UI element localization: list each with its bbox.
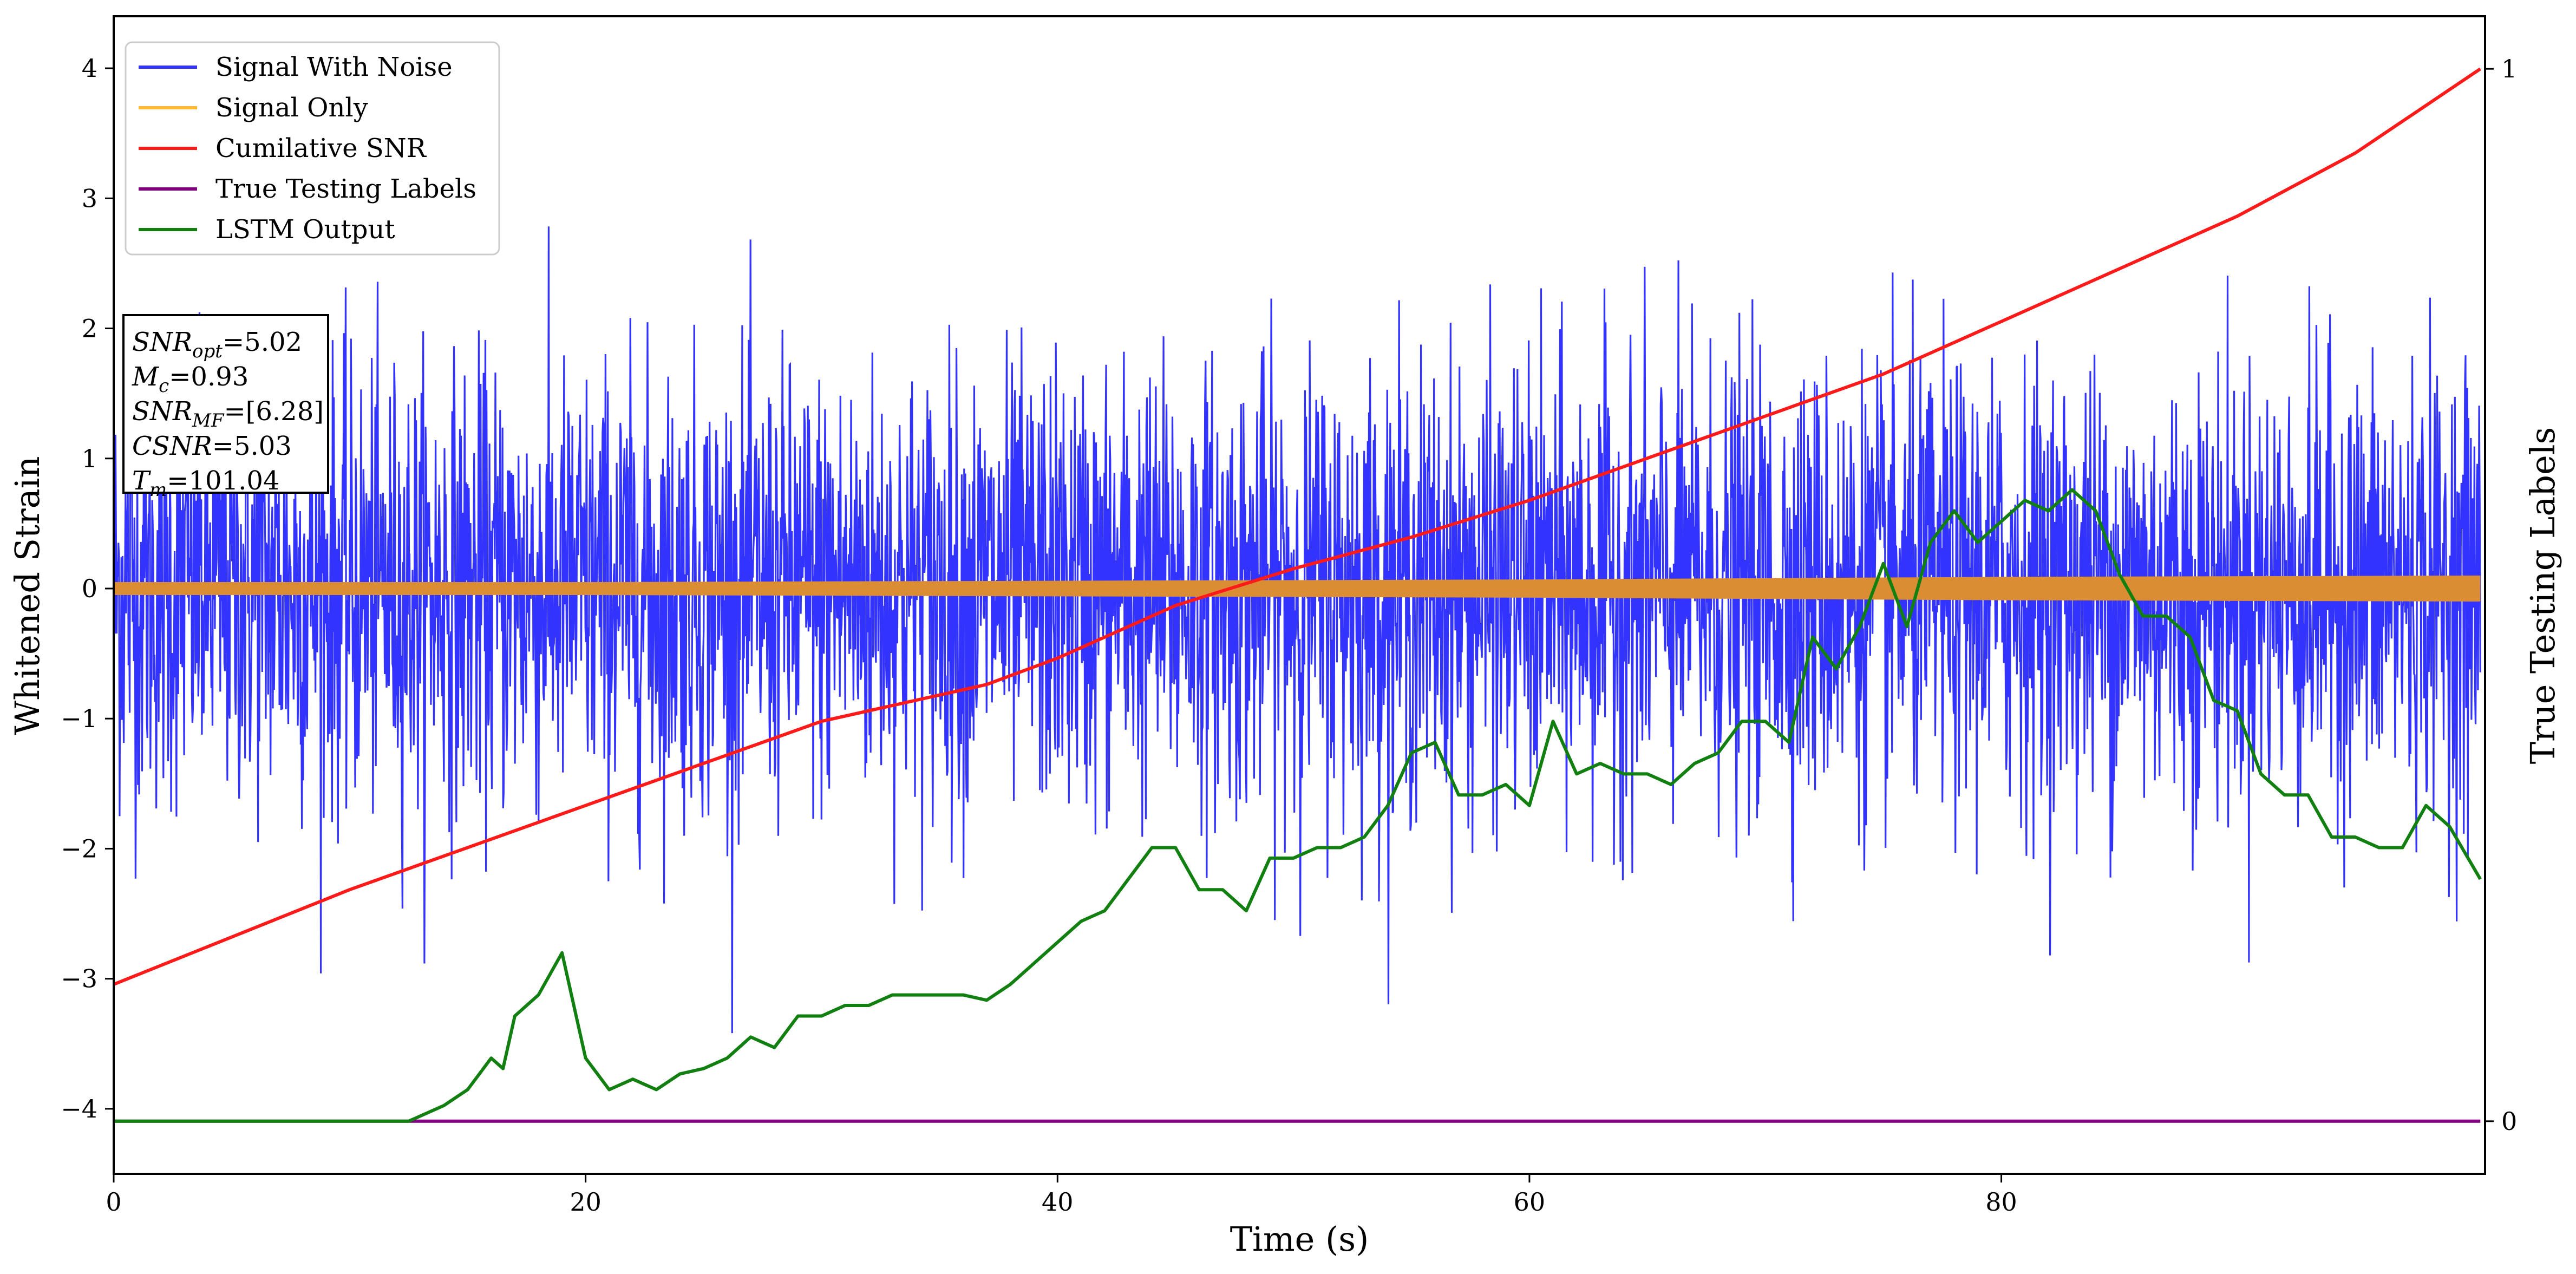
y-tick-label: −3 [61, 964, 97, 994]
y-tick-label: −2 [61, 834, 97, 863]
x-tick-label: 0 [106, 1187, 121, 1217]
legend-label: Signal Only [215, 93, 368, 123]
x-tick-label: 80 [1985, 1187, 2017, 1217]
x-tick-label: 40 [1042, 1187, 1074, 1217]
x-axis-ticks: 0 20 40 60 80 [106, 1174, 2017, 1217]
legend-box [125, 41, 500, 256]
legend: Signal With Noise Signal Only Cumilative S… [125, 41, 500, 256]
x-axis-label: Time (s) [1230, 1219, 1369, 1259]
y2-tick-label: 1 [2501, 54, 2517, 83]
y2-axis-ticks: 01 [2485, 54, 2517, 1136]
series-lstm-output [114, 488, 2482, 1123]
plot-frame [113, 15, 2486, 1175]
plot-area [114, 67, 2482, 1123]
y-axis-label: Whitened Strain [8, 456, 47, 735]
x-tick-label: 20 [570, 1187, 601, 1217]
series-cumilative-snr [114, 67, 2481, 986]
y-tick-label: 0 [82, 574, 97, 603]
legend-label: LSTM Output [215, 214, 395, 245]
series-signal-with-noise [114, 226, 2481, 1034]
x-tick-label: 60 [1514, 1187, 1546, 1217]
y2-tick-label: 0 [2501, 1107, 2517, 1136]
y-tick-label: 1 [82, 444, 97, 473]
y-tick-label: −4 [61, 1094, 97, 1123]
y-tick-label: 4 [82, 54, 97, 83]
annotation-box-frame [122, 314, 329, 494]
annotation-line: SNRopt=5.02 [132, 327, 302, 362]
y2-axis-label: True Testing Labels [2523, 427, 2562, 765]
annotation-line: Mc=0.93 [132, 362, 249, 397]
y-axis-ticks: −4 −3 −2 −1 0 1 2 3 4 [61, 54, 114, 1123]
y-tick-label: −1 [61, 704, 97, 733]
y-tick-label: 2 [82, 314, 97, 343]
annotation-line: SNRMF=[6.28] [132, 396, 324, 432]
annotation-line: Tm=101.04 [132, 466, 279, 501]
y-tick-label: 3 [82, 184, 97, 213]
legend-label: Signal With Noise [215, 52, 453, 82]
legend-label: True Testing Labels [215, 174, 476, 204]
annotation-line: CSNR=5.03 [132, 431, 292, 461]
legend-label: Cumilative SNR [215, 133, 427, 164]
